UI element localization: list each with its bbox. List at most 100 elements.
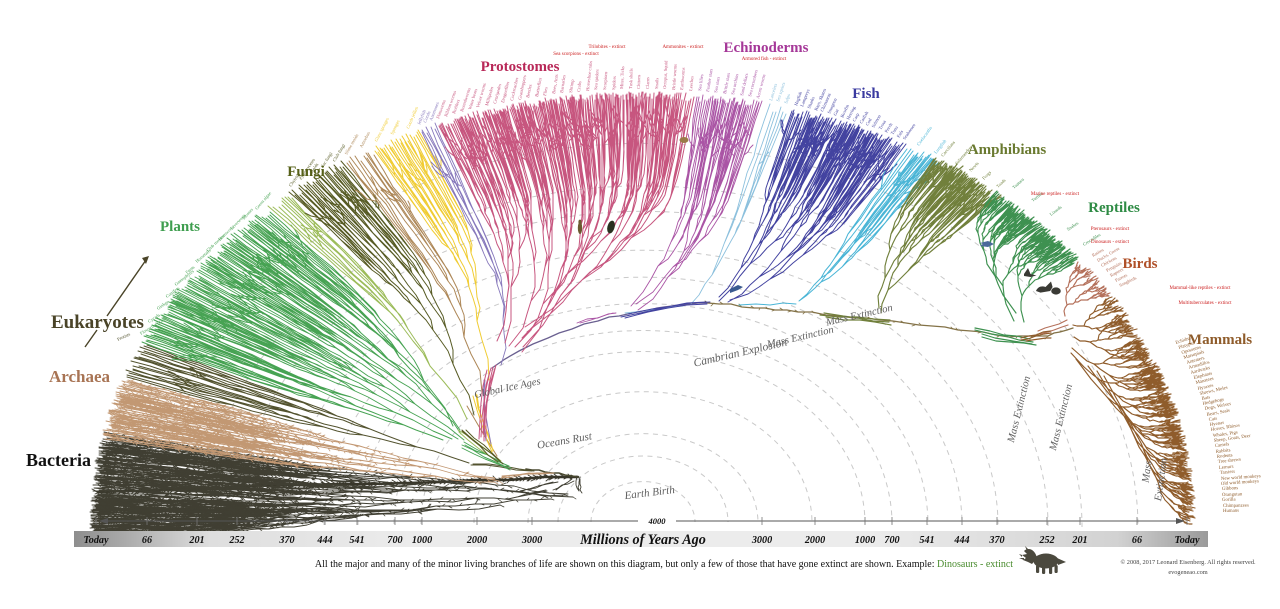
svg-text:Sea squirts: Sea squirts [775,82,786,103]
svg-text:Humans: Humans [1223,509,1239,514]
svg-text:Tree shrews: Tree shrews [1218,458,1242,465]
svg-text:Sponges: Sponges [389,119,400,135]
svg-text:Octopus, Squid: Octopus, Squid [662,60,670,89]
svg-text:Chimpanzees: Chimpanzees [1223,504,1249,509]
svg-text:Earthworms: Earthworms [679,67,686,90]
svg-text:Ferns: Ferns [184,264,195,274]
svg-text:Sea lilies: Sea lilies [697,74,704,91]
svg-text:Ratites: Ratites [1091,247,1105,258]
svg-text:Reptiles: Reptiles [1088,200,1140,216]
svg-text:Dragonflies: Dragonflies [500,81,510,103]
svg-text:Butterflies: Butterflies [534,77,543,97]
svg-text:Cats: Cats [1208,417,1217,423]
svg-text:Mammal-like reptiles - extinct: Mammal-like reptiles - extinct [1170,286,1232,291]
svg-text:Millions of Years Ago: Millions of Years Ago [579,532,706,548]
svg-text:Armadillos: Armadillos [1188,360,1210,371]
svg-text:Old world monkeys: Old world monkeys [1221,479,1259,487]
svg-text:Frogs: Frogs [981,170,992,181]
svg-text:Rotifers: Rotifers [451,99,461,115]
svg-text:1000: 1000 [412,535,432,546]
svg-text:Fish: Fish [852,86,880,102]
svg-text:Tarsiers: Tarsiers [1220,470,1236,476]
svg-text:Marine reptiles - extinct: Marine reptiles - extinct [1031,192,1080,197]
svg-text:Hyenas: Hyenas [1210,421,1225,428]
svg-text:Corals: Corals [422,110,431,123]
svg-text:Centipedes: Centipedes [492,83,502,104]
svg-text:Plants: Plants [160,219,200,235]
svg-text:66: 66 [1132,535,1143,546]
svg-text:Protists: Protists [116,331,131,341]
svg-text:Echinoderms: Echinoderms [723,40,808,56]
svg-text:Shrimp: Shrimp [568,78,575,93]
svg-text:2000: 2000 [466,535,487,546]
svg-text:Cockroaches: Cockroaches [509,77,519,101]
svg-text:Grasshoppers: Grasshoppers [517,75,527,101]
svg-text:Perch: Perch [884,121,894,133]
svg-text:252: 252 [228,535,244,546]
svg-text:Anemones: Anemones [428,101,440,121]
svg-text:Bowfin: Bowfin [839,103,850,118]
svg-text:Trout: Trout [878,119,888,131]
svg-text:Lemurs: Lemurs [1219,465,1234,471]
svg-text:2000: 2000 [804,535,825,546]
svg-text:700: 700 [387,535,402,546]
svg-text:Rodents: Rodents [1217,453,1233,460]
svg-text:Bacteria: Bacteria [26,450,91,470]
svg-text:Salps: Salps [783,93,791,104]
svg-text:Today: Today [1174,535,1200,546]
svg-text:700: 700 [884,535,899,546]
svg-text:Orangutan: Orangutan [1222,492,1243,498]
svg-text:Anteaters: Anteaters [1186,356,1205,366]
svg-text:Sea spiders: Sea spiders [593,69,600,90]
svg-text:Feather stars: Feather stars [705,68,714,92]
svg-text:370: 370 [988,535,1004,546]
svg-text:Flies: Flies [542,86,549,96]
svg-text:© 2008, 2017 Leonard Eisenberg: © 2008, 2017 Leonard Eisenberg. All righ… [1120,559,1256,566]
svg-text:Hagfish: Hagfish [793,90,803,106]
svg-text:Birds: Birds [1122,256,1157,272]
svg-text:Spiders: Spiders [611,76,617,90]
svg-text:Whales, Pigs: Whales, Pigs [1213,431,1239,439]
svg-text:Chitons: Chitons [636,74,641,89]
svg-text:Shrews, Moles: Shrews, Moles [1199,386,1228,397]
svg-text:Platypus: Platypus [1178,341,1195,351]
svg-text:All the major and many of the: All the major and many of the minor livi… [315,559,1013,570]
svg-text:Multituberculates - extinct: Multituberculates - extinct [1178,301,1232,306]
svg-text:Water bears: Water bears [467,88,478,110]
svg-text:Herring: Herring [845,105,856,121]
svg-text:Archaea: Archaea [49,367,111,386]
svg-text:Snails: Snails [654,77,659,89]
svg-text:3000: 3000 [521,535,542,546]
svg-text:Toads: Toads [995,177,1007,188]
svg-text:Carp: Carp [851,112,860,123]
svg-text:Eukaryotes: Eukaryotes [51,312,144,333]
svg-text:Bristle worms: Bristle worms [671,64,678,90]
svg-text:Beetles: Beetles [525,84,533,98]
svg-text:Sheep, Goats, Deer: Sheep, Goats, Deer [1214,434,1252,444]
svg-text:Barnacles: Barnacles [559,74,567,93]
svg-text:Sand dollars: Sand dollars [739,73,749,97]
svg-text:Newts: Newts [968,161,980,173]
svg-text:Fungi: Fungi [287,164,325,180]
svg-text:Dinosaurs - extinct: Dinosaurs - extinct [1091,240,1130,245]
svg-text:Aardvarks: Aardvarks [1190,366,1211,376]
svg-text:Bats: Bats [1201,395,1211,402]
svg-text:Crabs: Crabs [576,81,582,92]
svg-text:Millipedes: Millipedes [484,86,494,106]
svg-text:Lancelets: Lancelets [768,83,778,101]
svg-text:252: 252 [1038,535,1054,546]
svg-text:Lampreys: Lampreys [799,88,810,107]
svg-text:Flatworms: Flatworms [435,99,446,119]
svg-text:Horses, Rhinos: Horses, Rhinos [1211,423,1241,433]
svg-text:Sturgeon: Sturgeon [826,97,838,115]
svg-text:Clams: Clams [645,77,650,89]
svg-text:Mass: Mass [1140,460,1154,484]
svg-text:Pterosaurs - extinct: Pterosaurs - extinct [1091,227,1130,232]
svg-text:Manatees: Manatees [1195,377,1214,386]
svg-text:Opossums: Opossums [1181,345,1202,356]
svg-text:Cod: Cod [865,117,874,127]
svg-text:Dogs, Wolves: Dogs, Wolves [1204,402,1231,412]
svg-text:4000: 4000 [648,516,667,526]
svg-text:370: 370 [278,535,294,546]
svg-text:Cycads: Cycads [147,312,161,324]
